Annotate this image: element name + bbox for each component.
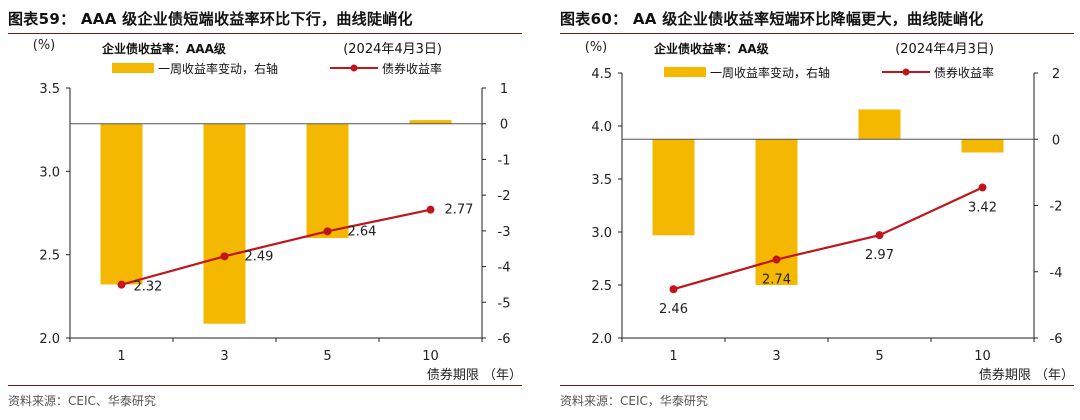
bar [100,123,143,285]
data-label: 2.46 [659,302,688,317]
legend-swatch-marker [350,64,358,72]
legend-label-bar: 一周收益率变动，右轴 [710,65,830,80]
title-divider [560,33,1074,34]
yield-line [673,186,983,291]
data-label: 2.74 [762,273,791,288]
right-tick-label: 0 [1052,133,1060,148]
legend-label-line: 债券收益率 [934,65,994,80]
bar [306,123,349,238]
left-tick-label: 2.0 [591,332,612,347]
bottom-divider [8,385,522,386]
yield-point [978,183,987,192]
right-tick-label: -6 [1050,332,1063,347]
yield-point [220,252,229,261]
figure-title: 图表59： AAA 级企业债短端收益率环比下行，曲线陡峭化 [8,10,413,28]
left-tick-label: 3.0 [591,226,612,241]
left-tick-label: 3.5 [591,173,612,188]
legend-swatch-marker [902,68,910,76]
title-divider [8,33,522,34]
chart-aa: 2.0 2.5 3.0 3.5 4.0 4.5 -6 -4 -2 0 2 1 3 5 10 (%) 企业债收益率… [585,40,1074,383]
x-tick-label: 1 [117,349,125,364]
right-tick-label: -2 [1050,200,1063,215]
date-note: (2024年4月3日) [895,42,994,57]
right-tick-label: -4 [498,261,511,276]
left-tick-label: 3.5 [39,82,60,97]
data-label: 3.42 [968,200,997,215]
left-axis-unit: (%) [585,40,608,55]
x-tick-label: 3 [772,349,780,364]
data-label: 2.97 [865,248,894,263]
chart-panel-aaa: 图表59： AAA 级企业债短端收益率环比下行，曲线陡峭化 2.0 2.5 3.0 3… [0,0,528,420]
right-tick-label: -1 [498,153,511,168]
chart-subtitle: 企业债收益率：AAA级 [101,41,226,56]
right-tick-label: -3 [498,225,511,240]
x-axis-label: 债券期限 （年） [979,367,1074,383]
left-tick-label: 2.5 [591,279,612,294]
bottom-divider [560,385,1074,386]
data-label: 2.49 [245,249,274,264]
left-axis-unit: (%) [33,38,56,53]
right-tick-label: -2 [498,189,511,204]
data-label: 2.32 [134,280,163,295]
yield-line [121,208,431,286]
legend-swatch-bar [664,67,706,77]
legend-label-line: 债券收益率 [382,61,442,76]
legend-label-bar: 一周收益率变动，右轴 [158,61,278,76]
right-tick-label: -6 [498,332,511,347]
x-tick-label: 3 [220,349,228,364]
chart-aaa: 2.0 2.5 3.0 3.5 -6 -5 -4 -3 -2 -1 0 1 1 3 5 10 (%) 企业债收益率… [33,38,522,383]
yield-point [426,205,435,214]
x-tick-label: 5 [875,349,883,364]
source-note: 资料来源：CEIC、华泰研究 [8,394,156,408]
right-tick-label: 2 [1052,67,1060,82]
source-note: 资料来源：CEIC，华泰研究 [560,394,708,408]
left-tick-label: 2.0 [39,332,60,347]
yield-point [117,280,126,289]
right-tick-label: -4 [1050,266,1063,281]
left-tick-label: 4.5 [591,67,612,82]
bar [652,139,695,236]
chart-panel-aa: 图表60： AA 级企业债收益率短端环比降幅更大，曲线陡峭化 2.0 2.5 3.0… [552,0,1080,420]
yield-point [875,231,884,240]
bar [961,139,1004,153]
x-axis-label: 债券期限 （年） [427,367,522,383]
bar [203,123,246,324]
right-tick-label: 0 [500,118,508,133]
figure-title: 图表60： AA 级企业债收益率短端环比降幅更大，曲线陡峭化 [560,10,984,28]
date-note: (2024年4月3日) [343,42,442,57]
right-tick-label: -5 [498,296,511,311]
left-tick-label: 4.0 [591,120,612,135]
left-tick-label: 3.0 [39,165,60,180]
yield-point [772,255,781,264]
right-tick-label: 1 [500,82,508,97]
x-tick-label: 10 [974,349,991,364]
data-label: 2.64 [348,224,377,239]
yield-point [669,285,678,294]
legend-swatch-bar [112,63,154,73]
bar [858,109,901,140]
bar [409,120,452,124]
x-tick-label: 5 [323,349,331,364]
data-label: 2.77 [445,203,474,218]
x-tick-label: 10 [422,349,439,364]
x-tick-label: 1 [669,349,677,364]
yield-point [323,227,332,236]
left-tick-label: 2.5 [39,249,60,264]
chart-subtitle: 企业债收益率：AA级 [653,41,769,56]
